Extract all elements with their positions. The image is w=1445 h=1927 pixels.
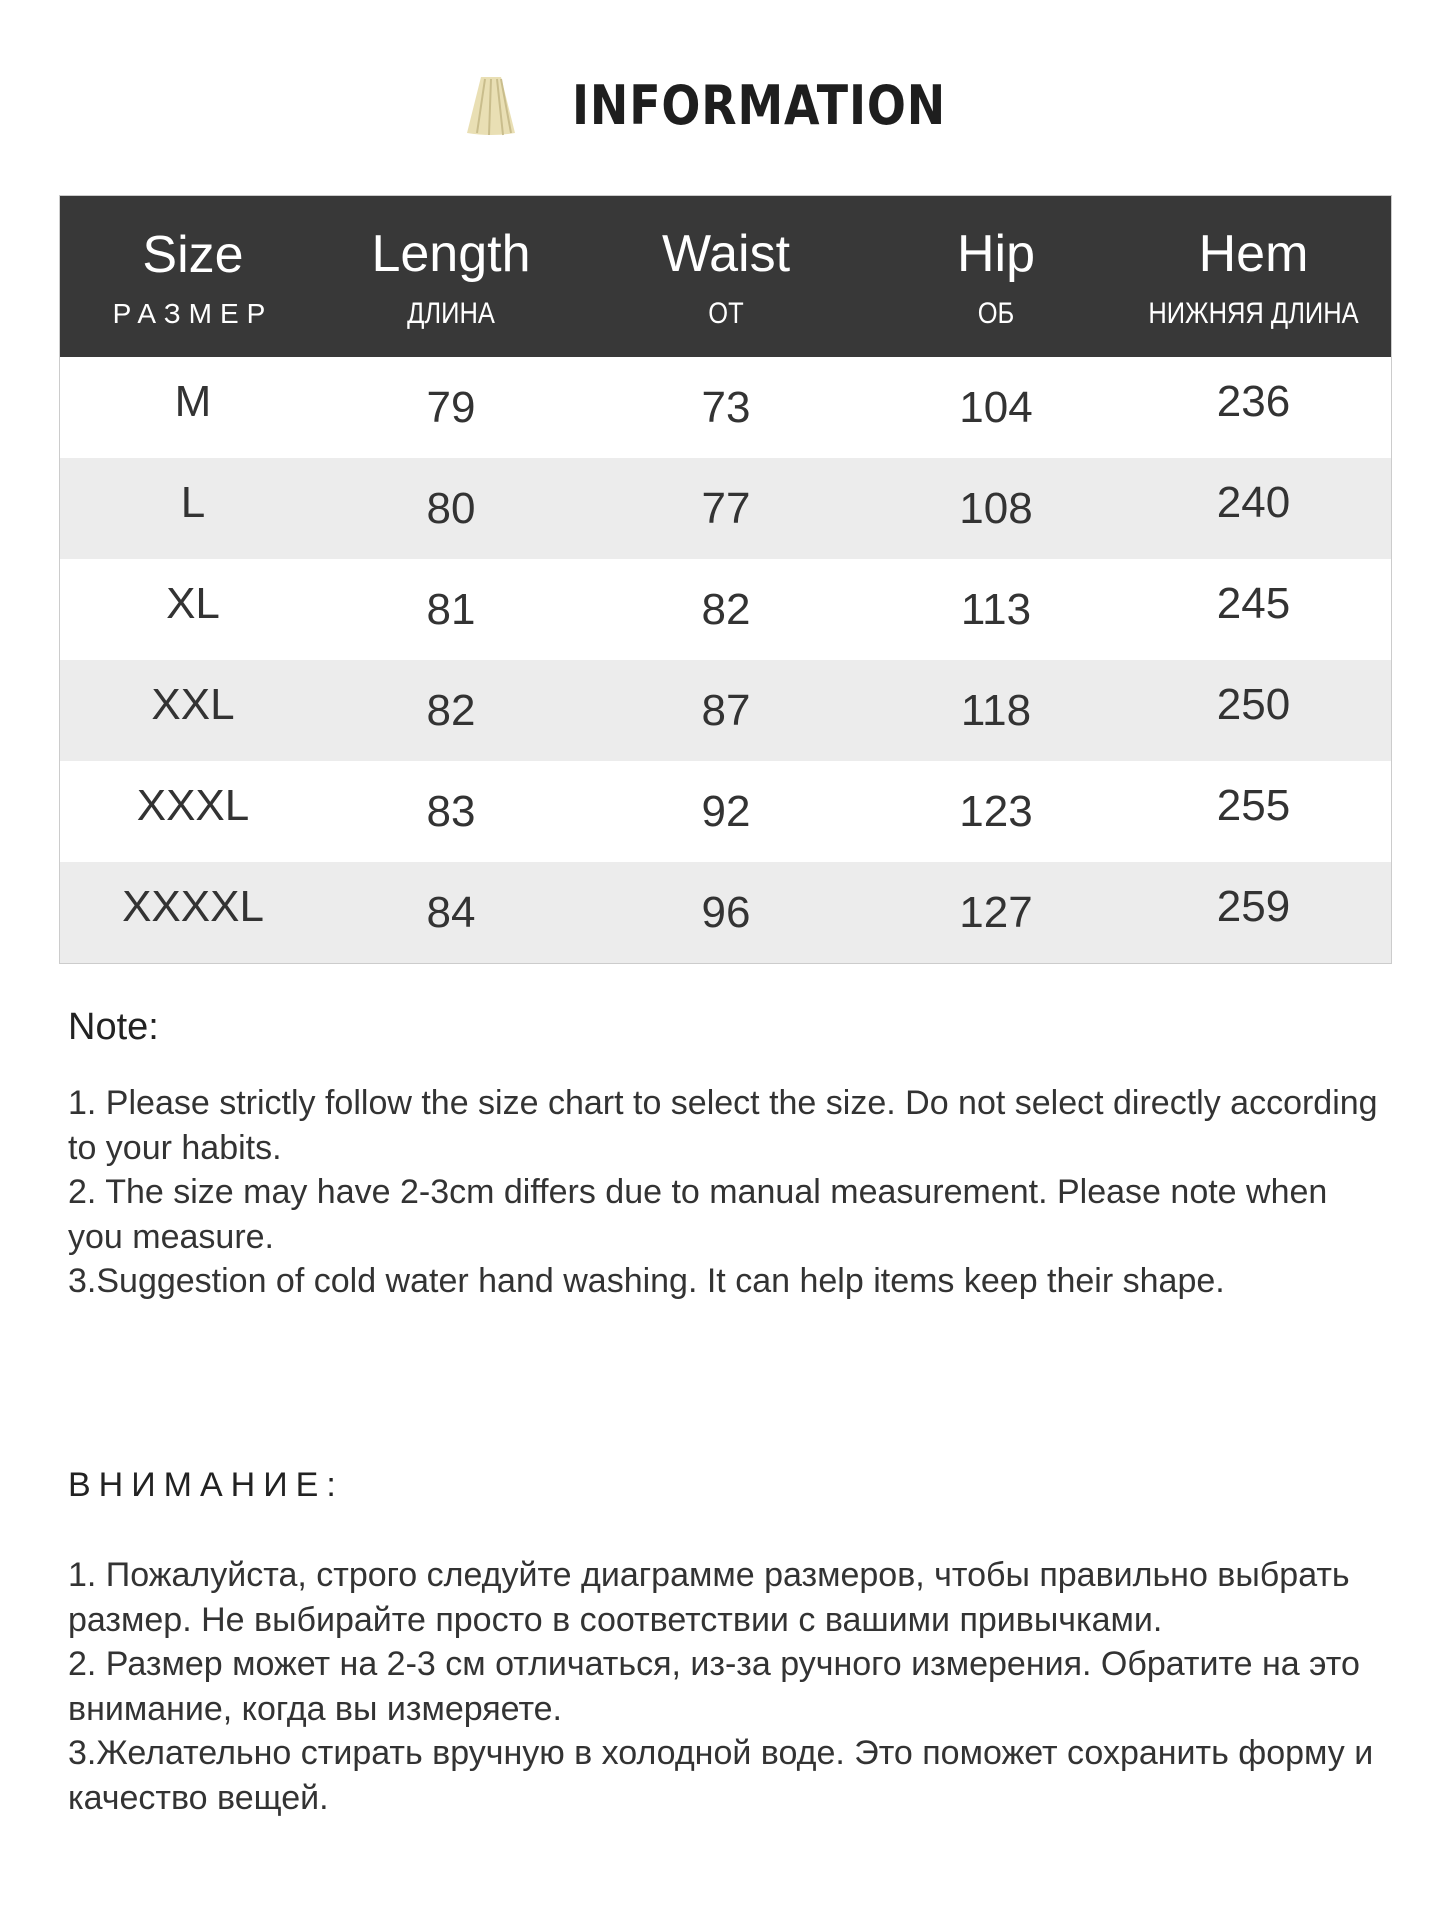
note-line: 2. Размер может на 2-3 см отличаться, из…	[68, 1645, 1360, 1728]
col-label: Length	[371, 224, 531, 283]
table-cell: 73	[701, 383, 751, 432]
col-size: Size РАЗМЕР	[60, 196, 326, 357]
table-row: XXXXL 84 96 127 259	[60, 862, 1391, 963]
table-cell: 259	[1216, 882, 1291, 931]
table-cell: 82	[426, 686, 476, 735]
col-sublabel: ДЛИНА	[407, 296, 495, 330]
col-label: Hip	[956, 224, 1036, 283]
table-cell: 77	[701, 484, 751, 533]
table-cell: XXXL	[136, 781, 250, 830]
table-cell: 113	[960, 585, 1032, 634]
note-title: Note:	[68, 1006, 159, 1048]
table-cell: 104	[959, 383, 1033, 432]
table-cell: 81	[426, 585, 476, 634]
table-cell: 80	[426, 484, 476, 533]
col-hem: Hem НИЖНЯЯ ДЛИНА	[1116, 196, 1391, 357]
table-cell: 82	[701, 585, 751, 634]
col-waist: Waist ОТ	[576, 196, 876, 357]
table-cell: 127	[959, 888, 1033, 937]
table-row: XXL 82 87 118 250	[60, 660, 1391, 761]
note-ru: ВНИМАНИЕ: 1. Пожалуйста, строго следуйте…	[68, 1466, 1388, 1821]
table-row: M 79 73 104 236	[60, 357, 1391, 458]
note-line: 3.Желательно стирать вручную в холодной …	[68, 1734, 1374, 1817]
note-line: 1. Please strictly follow the size chart…	[68, 1084, 1378, 1167]
size-table: Size РАЗМЕР Length ДЛИНА Waist ОТ Hip ОБ Hem…	[59, 195, 1392, 964]
table-cell: 108	[959, 484, 1033, 533]
table-cell: 118	[960, 686, 1032, 735]
table-cell: L	[180, 478, 206, 527]
col-sublabel: ОБ	[977, 296, 1015, 330]
col-label: Hem	[1198, 224, 1309, 283]
table-header: Size РАЗМЕР Length ДЛИНА Waist ОТ Hip ОБ Hem…	[60, 196, 1391, 357]
table-cell: XL	[166, 579, 220, 628]
table-cell: 92	[701, 787, 751, 836]
note-line: 2. The size may have 2-3cm differs due t…	[68, 1173, 1328, 1256]
table-cell: 240	[1216, 478, 1291, 527]
note-en: Note: 1. Please strictly follow the size…	[68, 1006, 1388, 1304]
col-sublabel: НИЖНЯЯ ДЛИНА	[1148, 296, 1359, 330]
table-row: XL 81 82 113 245	[60, 559, 1391, 660]
table-cell: XXXXL	[122, 882, 264, 931]
col-label: Waist	[661, 224, 791, 283]
table-row: L 80 77 108 240	[60, 458, 1391, 559]
table-cell: 83	[426, 787, 476, 836]
skirt-icon	[467, 76, 516, 135]
table-cell: 79	[426, 383, 476, 432]
table-cell: XXL	[151, 680, 235, 729]
table-cell: 236	[1216, 377, 1291, 426]
table-cell: 96	[701, 888, 751, 937]
col-label: Size	[142, 225, 244, 284]
table-cell: 84	[426, 888, 476, 937]
col-sublabel: РАЗМЕР	[112, 297, 274, 329]
col-hip: Hip ОБ	[876, 196, 1116, 357]
table-row: XXXL 83 92 123 255	[60, 761, 1391, 862]
page-title: INFORMATION	[572, 74, 947, 137]
table-cell: M	[174, 377, 212, 426]
note-title: ВНИМАНИЕ:	[68, 1466, 344, 1504]
table-cell: 250	[1216, 680, 1291, 729]
table-cell: 87	[701, 686, 751, 735]
page-header: INFORMATION	[0, 74, 1445, 137]
note-line: 3.Suggestion of cold water hand washing.…	[68, 1262, 1225, 1301]
col-length: Length ДЛИНА	[326, 196, 576, 357]
table-cell: 255	[1216, 781, 1291, 830]
note-line: 1. Пожалуйста, строго следуйте диаграмме…	[68, 1556, 1350, 1639]
table-body: M 79 73 104 236 L 80 77 108 240 XL 81 82 113 245 XXL 82 8…	[60, 357, 1391, 963]
table-cell: 123	[959, 787, 1033, 836]
table-cell: 245	[1216, 579, 1291, 628]
col-sublabel: ОТ	[708, 296, 744, 330]
